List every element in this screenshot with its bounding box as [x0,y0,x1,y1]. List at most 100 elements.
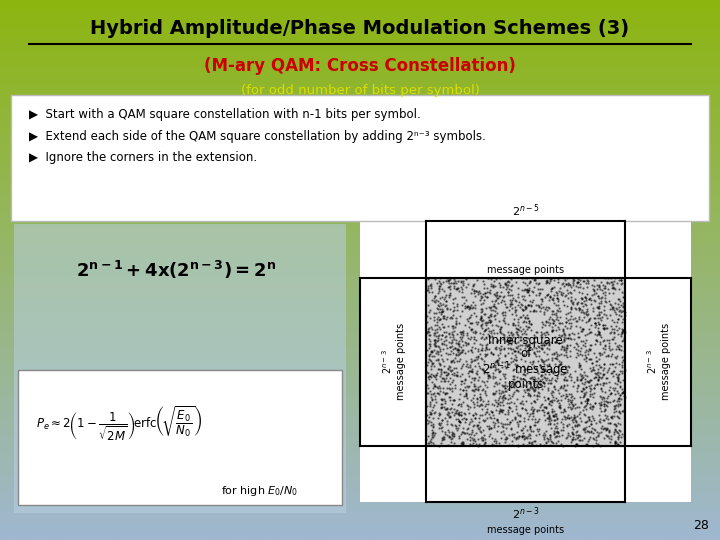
Point [466,415,477,423]
Point [591,337,603,346]
Point [567,401,579,409]
Point [456,348,467,356]
Point [516,404,528,413]
Point [610,406,621,415]
Point [481,376,492,385]
Point [474,401,486,409]
Point [505,340,517,348]
Point [458,293,469,302]
Point [566,391,577,400]
Point [585,381,597,390]
Point [574,432,585,441]
Point [435,301,446,309]
Point [462,339,474,347]
Text: $2^{n-3}$: $2^{n-3}$ [512,505,539,522]
Point [428,389,440,397]
Point [436,305,447,314]
Point [578,384,590,393]
Point [521,285,532,293]
Point [553,360,564,369]
Point [533,289,544,298]
Point [433,348,444,356]
Point [567,432,579,441]
Point [546,326,558,334]
Point [425,349,436,358]
Point [531,407,543,415]
Point [590,319,601,328]
Point [490,419,501,428]
Point [556,288,567,296]
Point [593,292,604,301]
Point [600,374,612,382]
Point [542,437,554,445]
Point [547,319,559,327]
Point [509,380,521,389]
Point [427,383,438,392]
Point [469,355,481,364]
Point [536,370,548,379]
Point [436,416,448,424]
Point [520,273,531,282]
Point [479,319,490,328]
Text: $\mathbf{2^{n-1} + 4x(2^{n-3}) = 2^n}$: $\mathbf{2^{n-1} + 4x(2^{n-3}) = 2^n}$ [76,259,276,281]
Point [430,341,441,350]
Point [606,352,617,361]
Point [564,331,575,340]
Point [447,356,459,365]
Point [574,282,585,291]
Point [451,335,462,344]
Point [613,400,624,408]
Point [523,286,535,294]
Point [453,416,464,425]
Point [575,305,586,313]
Point [426,322,437,331]
Point [437,322,449,331]
Point [493,368,505,376]
Point [499,280,510,289]
Point [508,321,519,329]
Point [575,308,587,316]
Point [543,376,554,385]
Point [435,310,446,319]
Point [587,304,598,313]
Point [554,324,565,333]
Point [525,320,536,329]
Point [501,434,513,442]
Point [610,285,621,293]
Point [568,393,580,402]
Point [482,370,494,379]
Point [504,441,516,449]
Point [558,345,570,354]
Point [526,438,538,447]
Text: $P_e \approx 2\!\left(1 - \dfrac{1}{\sqrt{2M}}\right)\!\mathrm{erfc}\!\left(\!\s: $P_e \approx 2\!\left(1 - \dfrac{1}{\sqr… [36,404,202,443]
Point [541,361,553,370]
Point [534,361,546,369]
Point [506,295,518,304]
Point [570,282,582,291]
Point [592,314,603,322]
Point [475,434,487,442]
Point [449,306,460,315]
Point [546,327,558,335]
Point [424,314,436,322]
Point [528,348,539,356]
Point [443,322,454,330]
Point [574,323,585,332]
Point [448,405,459,414]
Point [492,321,504,330]
Point [598,324,609,333]
Point [428,297,440,306]
Point [520,364,531,373]
Point [533,342,544,351]
Point [618,300,630,308]
Point [556,338,567,347]
Point [559,292,570,300]
Point [522,300,534,309]
Point [600,281,611,290]
Point [531,364,542,373]
Point [482,330,494,339]
Point [573,430,585,439]
Point [587,307,598,316]
Point [519,343,531,352]
Point [598,310,610,319]
